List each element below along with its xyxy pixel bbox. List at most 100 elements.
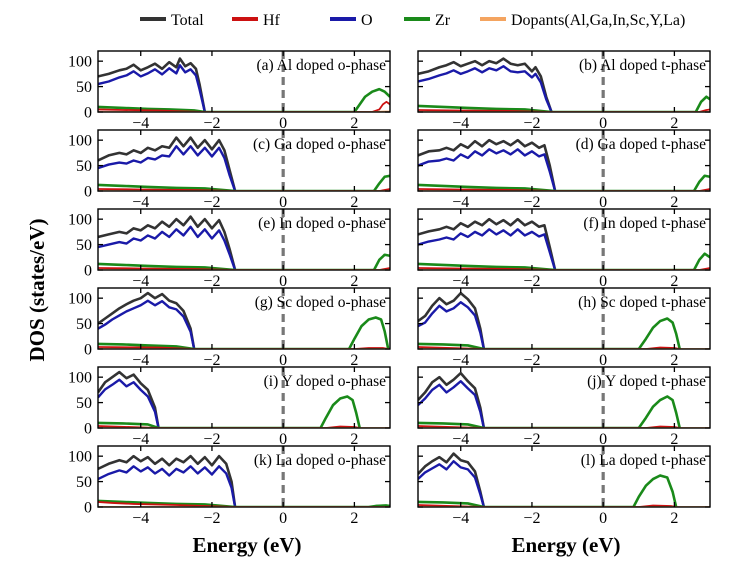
panel-3-xtick-label: −4 <box>132 194 149 211</box>
panel-4-xtick-label: −4 <box>452 194 469 211</box>
panel-11-xtick-label: 2 <box>350 510 358 527</box>
panel-2: −4 −2 0 2 (b) Al doped t-phase <box>417 50 711 132</box>
panel-1-series-o <box>98 64 206 112</box>
panel-5-series-total <box>98 215 237 270</box>
panel-7: −4 −2 0 2 0 50 100 (g) Sc doped o-phase <box>68 287 391 369</box>
panel-8-series-o <box>418 301 486 349</box>
panel-7-series-total <box>98 291 196 349</box>
panel-9-series-o <box>98 378 160 428</box>
panel-8-xtick-label: −4 <box>452 352 469 369</box>
panel-2-xtick-label: 2 <box>670 115 678 132</box>
panel-3-label: (c) Ga doped o-phase <box>253 136 386 153</box>
panel-7-xtick-label: −4 <box>132 352 149 369</box>
panel-6-label: (f) In doped t-phase <box>583 215 706 232</box>
panel-10-xtick-label: −4 <box>452 431 469 448</box>
panel-6-series-zr <box>418 252 710 270</box>
panel-8-series-total <box>418 291 486 349</box>
panel-12-series-zr <box>418 474 678 507</box>
panel-1-xtick-label: 2 <box>350 115 358 132</box>
panel-12-xtick-label: −2 <box>523 510 540 527</box>
panel-9-xtick-label: 2 <box>350 431 358 448</box>
panel-12-label: (l) La doped t-phase <box>581 452 706 469</box>
panel-4-xtick-label: 2 <box>670 194 678 211</box>
panel-5-ytick-label: 50 <box>76 237 92 254</box>
panel-3-frame <box>97 129 391 192</box>
panel-11-xtick-label: 0 <box>279 510 287 527</box>
panel-1-xtick-label: 0 <box>279 115 287 132</box>
panel-1-series-zr <box>98 87 390 112</box>
panel-6-series-o <box>418 228 557 270</box>
panel-5-xtick-label: −4 <box>132 273 149 290</box>
panel-9-ytick-label: 50 <box>76 395 92 412</box>
panel-3-series-o <box>98 145 237 191</box>
panel-1-xtick-label: −4 <box>132 115 149 132</box>
panel-5-frame <box>97 208 391 271</box>
panel-4: −4 −2 0 2 (d) Ga doped t-phase <box>417 129 711 211</box>
panel-8-xtick-label: 2 <box>670 352 678 369</box>
panel-5-ytick-label: 0 <box>84 263 92 280</box>
legend-label-zr: Zr <box>435 12 451 29</box>
panel-7-xtick-label: −2 <box>203 352 220 369</box>
legend-label-total: Total <box>171 12 204 29</box>
panel-9-frame <box>97 366 391 429</box>
panel-7-xtick-label: 0 <box>279 352 287 369</box>
panel-3-xtick-label: 0 <box>279 194 287 211</box>
panel-5-label: (e) In doped o-phase <box>258 215 386 232</box>
panel-2-label: (b) Al doped t-phase <box>579 57 706 74</box>
panel-10: −4 −2 0 2 (j) Y doped t-phase <box>417 366 711 448</box>
panel-9-label: (i) Y doped o-phase <box>264 373 387 390</box>
panel-11-ytick-label: 50 <box>76 474 92 491</box>
panel-5-xtick-label: −2 <box>203 273 220 290</box>
panel-10-xtick-label: −2 <box>523 431 540 448</box>
panel-10-series-total <box>418 371 486 428</box>
panel-12: −4 −2 0 2 (l) La doped t-phase <box>417 445 711 527</box>
panel-10-series-o <box>418 380 486 428</box>
panel-4-series-total <box>418 138 557 191</box>
panel-8-xtick-label: −2 <box>523 352 540 369</box>
panel-11-series-total <box>98 454 237 507</box>
panel-12-series-total <box>418 452 486 507</box>
panel-12-series-o <box>418 460 486 507</box>
panel-3-ytick-label: 50 <box>76 158 92 175</box>
panel-1-ytick-label: 50 <box>76 79 92 96</box>
y-axis-title: DOS (states/eV) <box>25 219 49 362</box>
legend-label-o: O <box>361 12 373 29</box>
panel-6-xtick-label: −2 <box>523 273 540 290</box>
panel-2-series-total <box>418 57 553 112</box>
legend-label-dop: Dopants(Al,Ga,In,Sc,Y,La) <box>511 12 685 29</box>
panel-9-series-zr <box>98 395 361 428</box>
panel-5-series-o <box>98 225 237 270</box>
panel-4-frame <box>417 129 711 192</box>
panel-7-frame <box>97 287 391 350</box>
panel-9-ytick-label: 0 <box>84 421 92 438</box>
panel-3-xtick-label: −2 <box>203 194 220 211</box>
panel-3: −4 −2 0 2 0 50 100 (c) Ga doped o-phase <box>68 129 391 211</box>
panel-9-xtick-label: −2 <box>203 431 220 448</box>
panel-9-xtick-label: 0 <box>279 431 287 448</box>
panel-10-frame <box>417 366 711 429</box>
panel-9-ytick-label: 100 <box>68 370 92 387</box>
panel-10-xtick-label: 2 <box>670 431 678 448</box>
panel-8: −4 −2 0 2 (h) Sc doped t-phase <box>417 287 711 369</box>
panel-1-label: (a) Al doped o-phase <box>256 57 386 74</box>
panel-11-label: (k) La doped o-phase <box>254 452 386 469</box>
panel-7-series-o <box>98 299 196 349</box>
panel-10-label: (j) Y doped t-phase <box>587 373 706 390</box>
panel-7-xtick-label: 2 <box>350 352 358 369</box>
panels: −4 −2 0 2 0 50 100 (a) Al doped o-phase −4 −2 0 2 (b… <box>68 50 711 527</box>
panel-2-series-zr <box>418 95 710 112</box>
panel-5-xtick-label: 0 <box>279 273 287 290</box>
panel-1-frame <box>97 50 391 113</box>
panel-1-series-total <box>98 57 207 112</box>
panel-11-series-o <box>98 465 237 507</box>
panel-2-xtick-label: −2 <box>523 115 540 132</box>
panel-7-label: (g) Sc doped o-phase <box>255 294 386 311</box>
panel-10-xtick-label: 0 <box>599 431 607 448</box>
panel-2-series-o <box>418 65 553 112</box>
panel-1-series-hf <box>98 100 390 112</box>
panel-12-xtick-label: 2 <box>670 510 678 527</box>
panel-4-label: (d) Ga doped t-phase <box>576 136 707 153</box>
panel-5: −4 −2 0 2 0 50 100 (e) In doped o-phase <box>68 208 391 290</box>
panel-7-ytick-label: 100 <box>68 291 92 308</box>
legend-label-hf: Hf <box>263 12 281 29</box>
